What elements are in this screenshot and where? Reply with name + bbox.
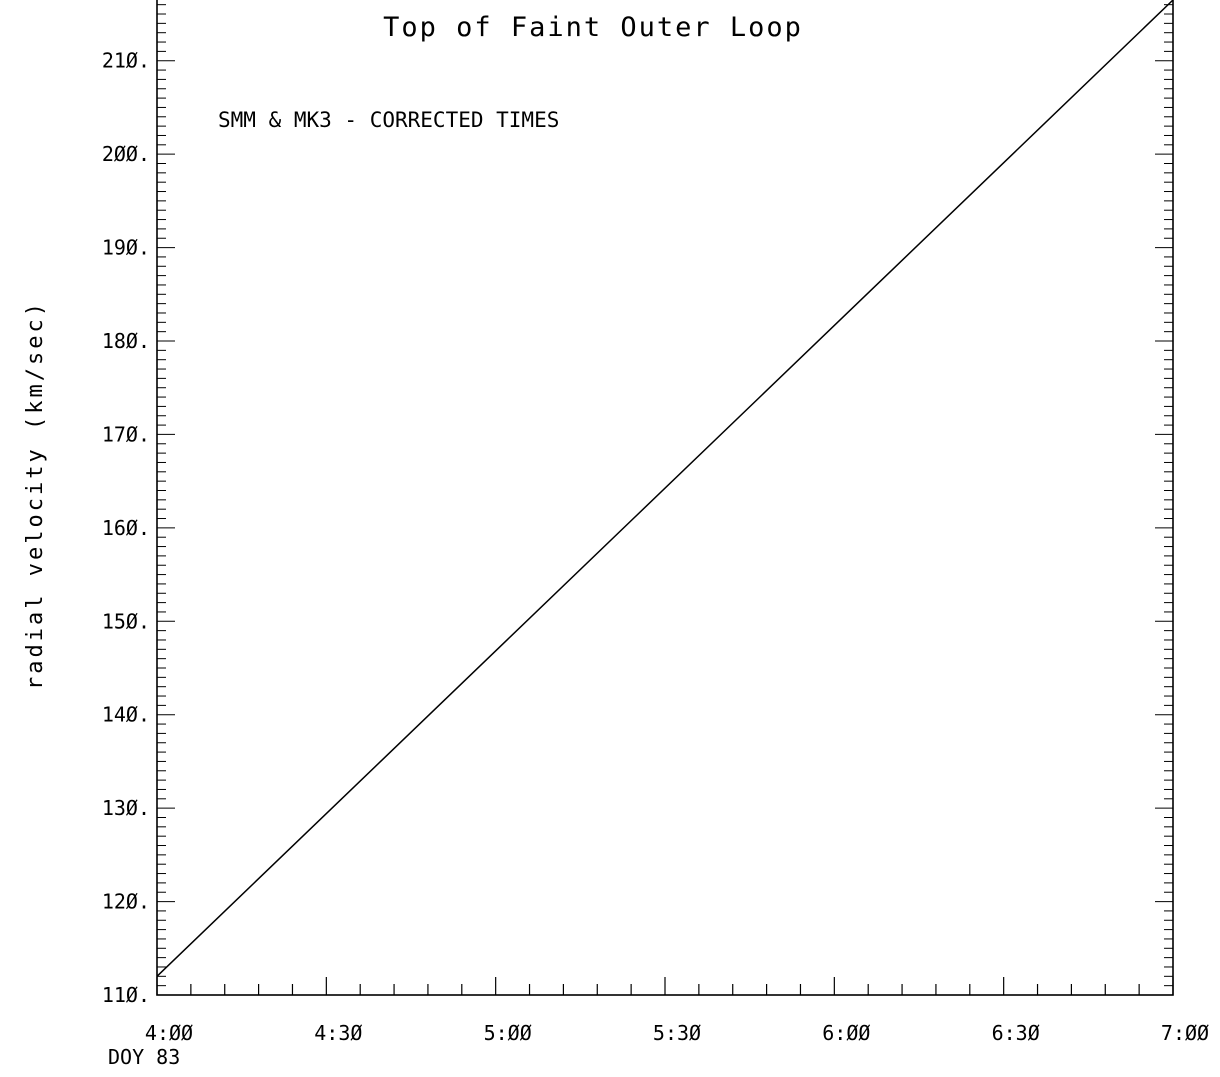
y-axis-label: radial velocity (km/sec) bbox=[23, 300, 48, 690]
y-tick-label: 19Ø. bbox=[102, 236, 150, 260]
y-tick-label: 14Ø. bbox=[102, 703, 150, 727]
x-axis-sublabel: DOY 83 bbox=[108, 1045, 180, 1069]
y-tick-label: 16Ø. bbox=[102, 516, 150, 540]
series bbox=[156, 0, 1174, 977]
y-axis-ticks: 11Ø. 12Ø. 13Ø. 14Ø. 15Ø. 16Ø. 17Ø. 18Ø. 19Ø. 2ØØ.… bbox=[102, 49, 150, 1007]
y-tick-label: 13Ø. bbox=[102, 796, 150, 820]
y-tick-label: 2ØØ. bbox=[102, 142, 150, 166]
plot-border bbox=[156, 0, 1174, 996]
y-tick-label: 12Ø. bbox=[102, 890, 150, 914]
y-tick-label: 11Ø. bbox=[102, 983, 150, 1007]
x-tick-label: 6:3Ø bbox=[992, 1021, 1040, 1045]
x-tick-label: 5:3Ø bbox=[653, 1021, 701, 1045]
chart-title: Top of Faint Outer Loop bbox=[383, 12, 803, 43]
minor-ticks bbox=[157, 4, 1173, 996]
plot-frame bbox=[156, 0, 1174, 996]
y-tick-label: 21Ø. bbox=[102, 49, 150, 73]
y-tick-label: 15Ø. bbox=[102, 609, 150, 633]
x-tick-label: 7:ØØ bbox=[1161, 1021, 1209, 1045]
x-tick-label: 4:ØØ bbox=[145, 1021, 193, 1045]
velocity-line bbox=[156, 0, 1174, 977]
x-tick-label: 6:ØØ bbox=[822, 1021, 870, 1045]
y-tick-label: 17Ø. bbox=[102, 422, 150, 446]
y-tick-label: 18Ø. bbox=[102, 329, 150, 353]
x-axis-ticks: 4:ØØ 4:3Ø 5:ØØ 5:3Ø 6:ØØ 6:3Ø 7:ØØ bbox=[145, 977, 1209, 1045]
x-tick-label: 5:ØØ bbox=[484, 1021, 532, 1045]
chart-annotation: SMM & MK3 - CORRECTED TIMES bbox=[218, 108, 559, 132]
x-tick-label: 4:3Ø bbox=[314, 1021, 362, 1045]
